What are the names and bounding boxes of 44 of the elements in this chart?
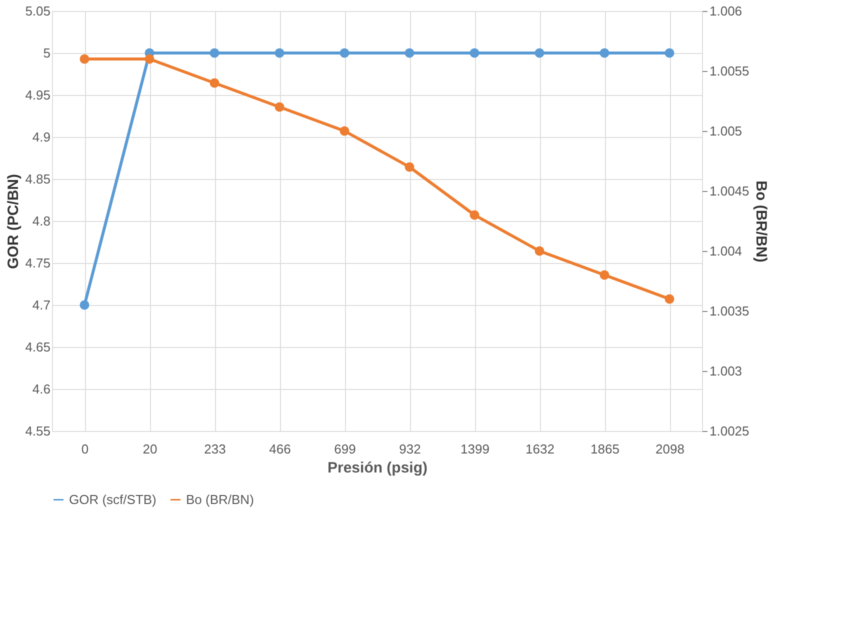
y-tick-label: 5 xyxy=(43,46,50,60)
y2-tick-label: 1.005 xyxy=(710,124,742,138)
x-tick-label: 2098 xyxy=(656,442,684,456)
point xyxy=(144,54,154,64)
point xyxy=(534,246,544,256)
legend-label: Bo (BR/BN) xyxy=(186,492,254,507)
y-tick-label: 4.65 xyxy=(25,340,50,354)
y2-tick-label: 1.004 xyxy=(710,244,742,258)
x-tick-label: 699 xyxy=(334,442,356,456)
y-axis-title: GOR (PC/BN) xyxy=(5,174,22,269)
legend-label: GOR (scf/STB) xyxy=(69,492,156,507)
point xyxy=(210,78,220,88)
y2-tick-label: 1.0035 xyxy=(710,304,750,318)
y-tick-label: 4.75 xyxy=(25,256,50,270)
x-tick-label: 1632 xyxy=(526,442,554,456)
x-tick-label: 466 xyxy=(269,442,291,456)
x-tick-label: 233 xyxy=(204,442,226,456)
x-axis-title: Presión (psig) xyxy=(327,460,428,476)
y2-axis-title: Bo (BR/BN) xyxy=(752,180,770,262)
y-tick-label: 4.95 xyxy=(25,88,50,102)
y-tick-label: 4.7 xyxy=(32,298,50,312)
y-tick-label: 4.8 xyxy=(32,214,50,228)
point xyxy=(80,54,90,64)
point xyxy=(340,126,350,136)
x-tick-label: 1399 xyxy=(460,442,490,456)
point xyxy=(404,162,414,172)
point xyxy=(274,102,284,112)
x-tick-label: 932 xyxy=(399,442,421,456)
y2-tick-label: 1.0025 xyxy=(710,424,750,438)
point xyxy=(664,294,674,304)
y-tick-label: 4.6 xyxy=(32,382,50,396)
y-tick-label: 4.85 xyxy=(25,172,50,186)
x-tick-label: 1865 xyxy=(590,442,620,456)
y2-tick-label: 1.003 xyxy=(710,364,742,378)
y2-tick-label: 1.0045 xyxy=(710,184,750,198)
y-tick-label: 4.55 xyxy=(25,424,50,438)
x-tick-label: 0 xyxy=(81,442,89,456)
y-tick-label: 4.9 xyxy=(32,130,50,144)
y-tick-label: 5.05 xyxy=(25,4,50,18)
point xyxy=(470,210,480,220)
point xyxy=(600,270,610,280)
y2-tick-label: 1.006 xyxy=(710,4,742,18)
x-tick-label: 20 xyxy=(142,442,158,456)
y2-tick-label: 1.0055 xyxy=(710,64,750,78)
